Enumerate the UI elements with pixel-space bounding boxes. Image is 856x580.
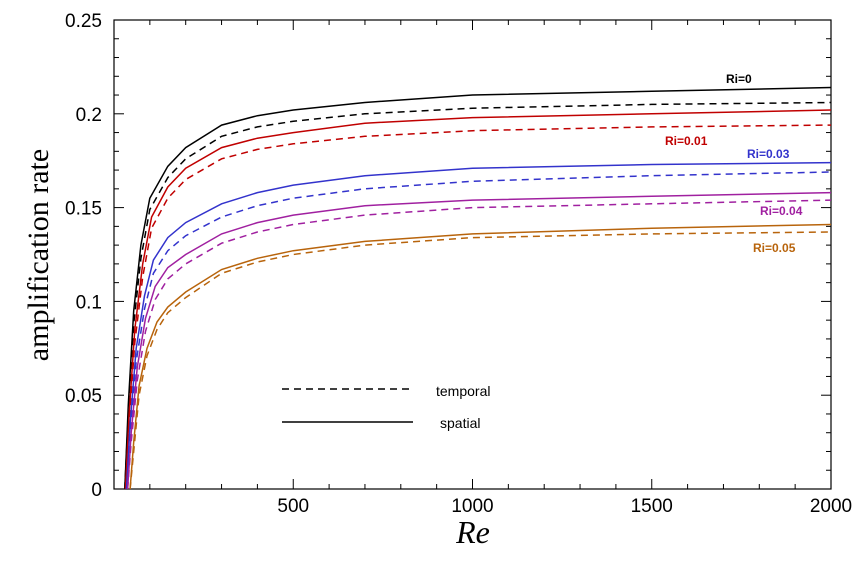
y-tick-label: 0.15 (65, 199, 102, 220)
curve-label: Ri=0.04 (760, 204, 803, 218)
series-temporal-line (125, 171, 832, 490)
series-group (124, 86, 832, 490)
curve-labels: Ri=0 Ri=0.01 Ri=0.03 Ri=0.04 Ri=0.05 (665, 72, 803, 255)
curve-label: Ri=0 (726, 72, 752, 86)
y-tick-label: 0.1 (76, 292, 102, 313)
series-temporal-line (129, 231, 832, 490)
series-temporal-line (124, 124, 832, 490)
series-spatial-line (125, 161, 832, 490)
y-tick-label: 0.05 (65, 386, 102, 407)
series-temporal-line (124, 101, 832, 490)
series-temporal-line (126, 199, 832, 490)
legend: temporal spatial (282, 383, 490, 431)
curve-label: Ri=0.03 (747, 147, 790, 161)
x-tick-label: 2000 (810, 496, 852, 517)
legend-temporal-label: temporal (436, 383, 490, 399)
series-spatial-line (124, 109, 832, 490)
curve-label: Ri=0.05 (753, 241, 796, 255)
curve-label: Ri=0.01 (665, 134, 708, 148)
series-spatial-line (124, 86, 832, 490)
y-tick-label: 0 (91, 480, 102, 501)
x-axis-title: Re (455, 514, 490, 550)
x-tick-label: 500 (277, 496, 309, 517)
axis-ticks (114, 19, 832, 490)
y-axis-title: amplification rate (22, 149, 55, 361)
series-spatial-line (126, 191, 832, 490)
x-tick-label: 1500 (631, 496, 673, 517)
series-spatial-line (129, 223, 832, 490)
axis-tick-labels: 500 1000 1500 2000 0 0.05 0.1 0.15 0.2 0.25 (65, 11, 852, 517)
x-tick-label: 1000 (451, 496, 493, 517)
legend-spatial-label: spatial (440, 415, 480, 431)
y-tick-label: 0.2 (76, 105, 102, 126)
y-tick-label: 0.25 (65, 11, 102, 32)
